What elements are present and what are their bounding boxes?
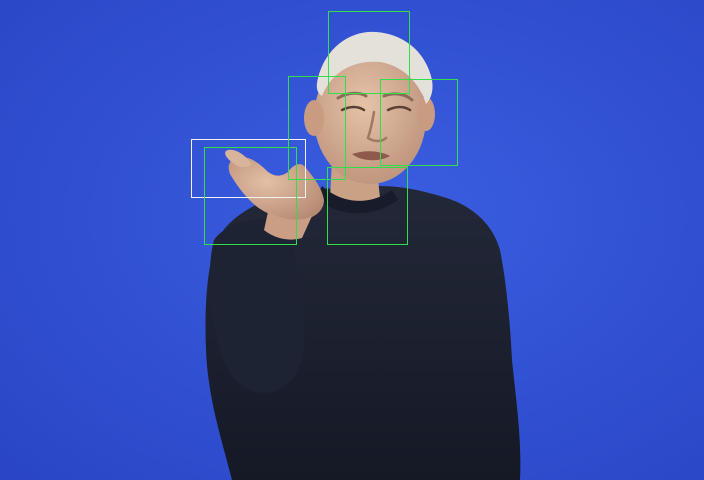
face: [314, 52, 426, 184]
left-eye: [340, 105, 366, 112]
hair: [316, 31, 433, 104]
left-ear: [304, 100, 324, 136]
thumb: [225, 149, 252, 167]
wrist: [264, 212, 312, 240]
nose: [366, 110, 388, 143]
collar: [316, 186, 398, 214]
right-ear: [417, 97, 435, 131]
hand: [228, 156, 324, 220]
raised-arm-sleeve: [209, 219, 305, 393]
right-eye: [386, 105, 412, 112]
right-brow: [382, 92, 414, 102]
